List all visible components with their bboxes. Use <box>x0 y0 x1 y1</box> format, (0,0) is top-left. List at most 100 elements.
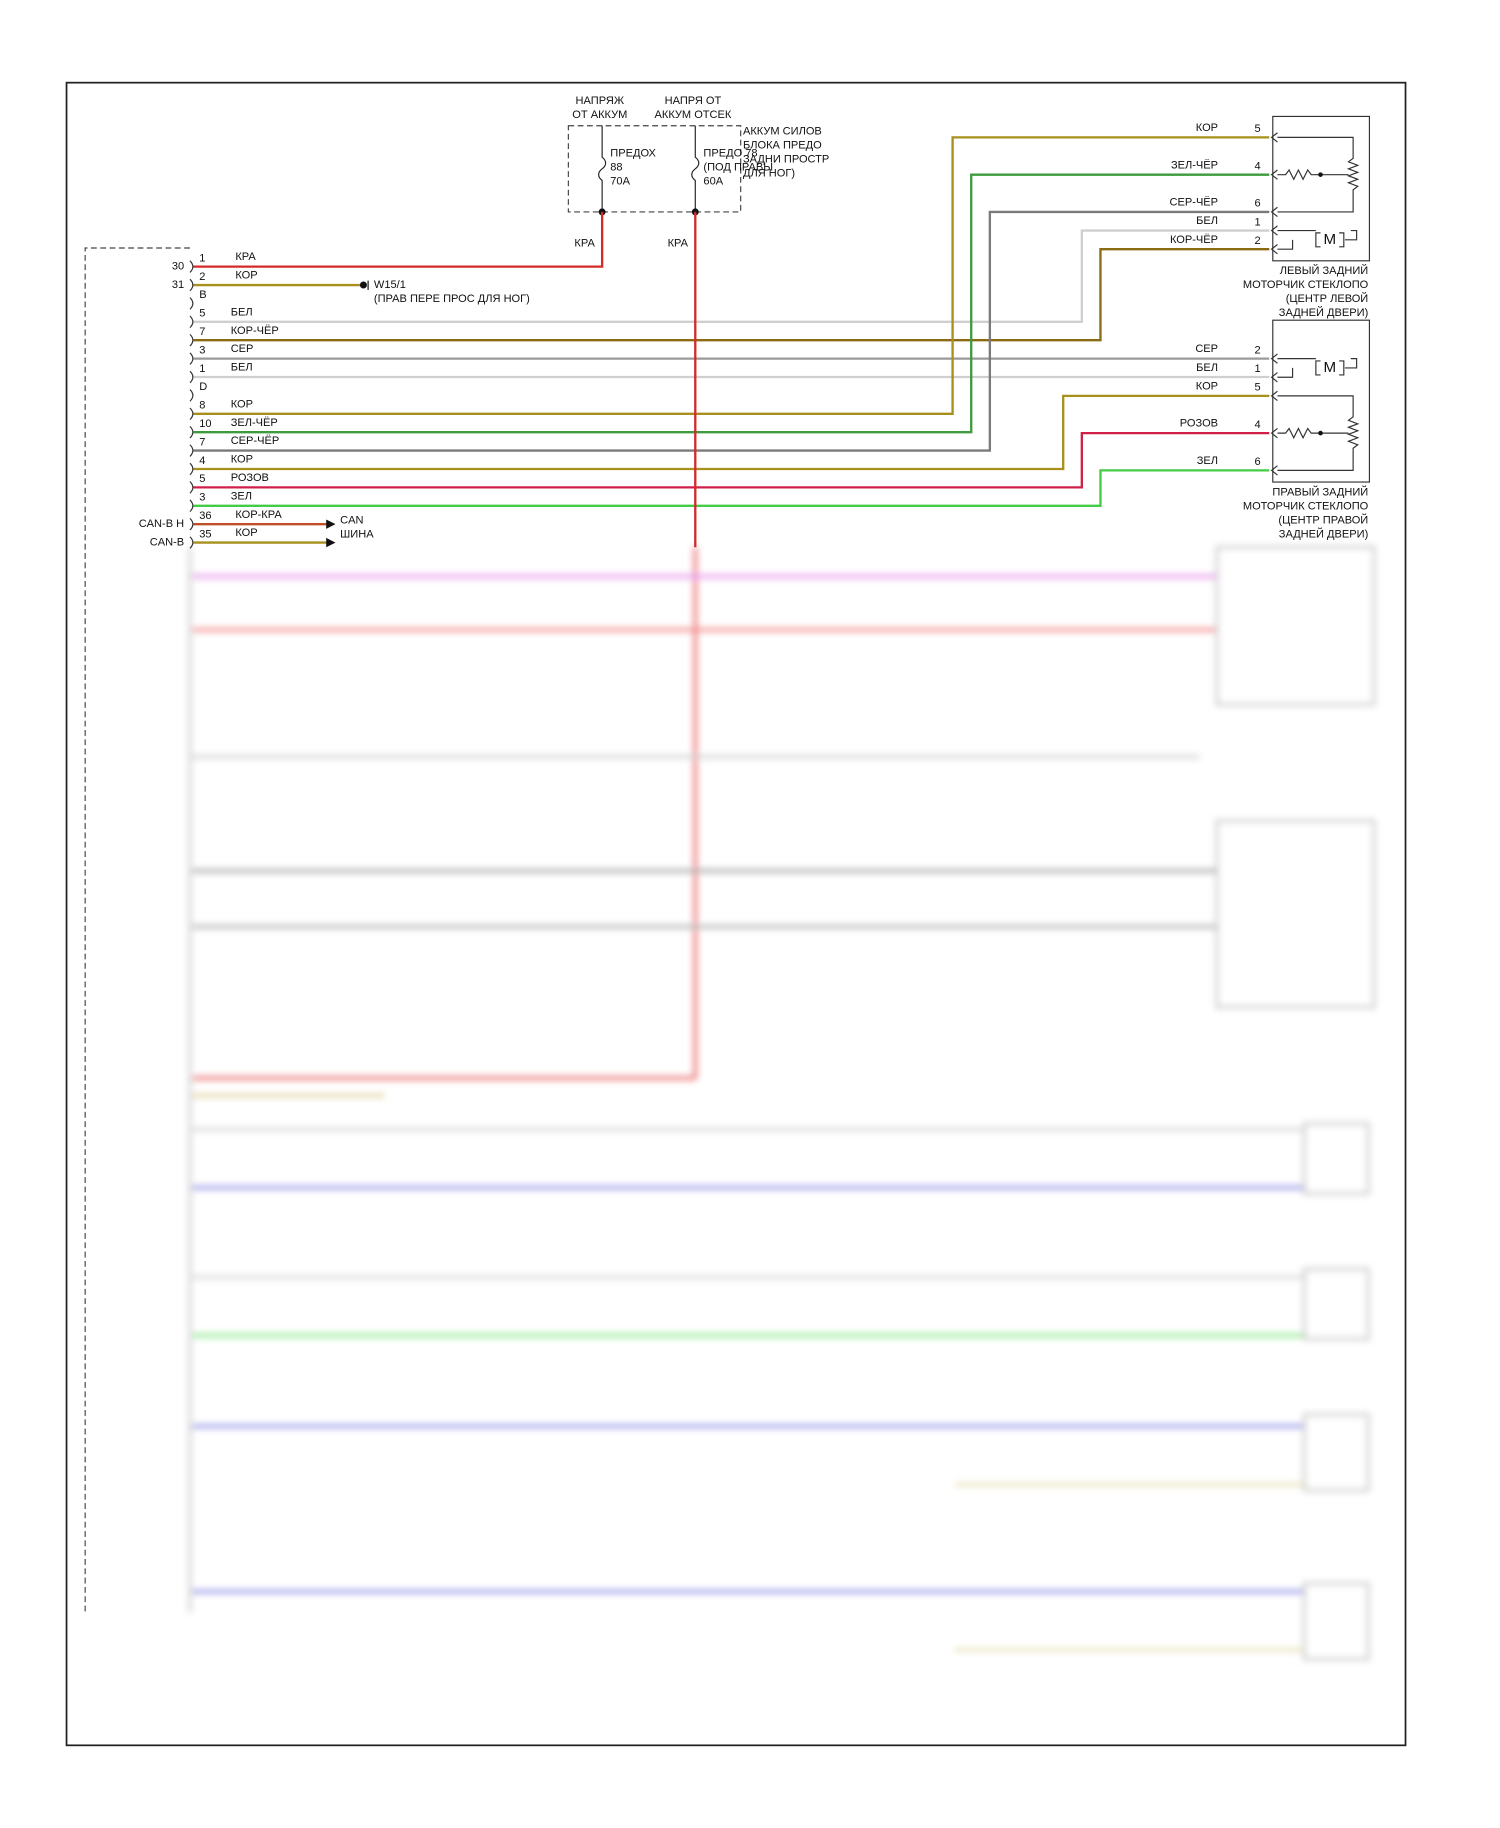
pin-wire-label: ЗЕЛ-ЧЁР <box>1171 159 1218 171</box>
potentiometer <box>1277 136 1360 213</box>
supply-label: ОТ АККУМ <box>572 109 627 121</box>
ground-point <box>359 281 367 289</box>
component-name: ЗАДНЕЙ ДВЕРИ) <box>1279 527 1368 540</box>
outer-pin: CAN-В <box>150 537 184 549</box>
pin-contact <box>189 315 194 329</box>
pin-number: 6 <box>1255 456 1261 468</box>
wire-label: РОЗОВ <box>231 472 269 484</box>
wire-label: КОР <box>231 398 253 410</box>
wire <box>193 136 1270 415</box>
wire <box>193 173 1270 434</box>
wire-label: КОР <box>235 270 257 282</box>
motor-symbol: M <box>1324 359 1337 376</box>
pin-number: 1 <box>1255 216 1261 228</box>
wire-label: БЕЛ <box>231 306 253 318</box>
fuse-box <box>567 125 742 213</box>
pin-number: D <box>199 381 207 393</box>
pin-contact <box>1270 225 1278 236</box>
supply-label: НАПРЯ ОТ <box>665 95 722 107</box>
wire-label: КРА <box>574 237 595 249</box>
fuse-box-label: АККУМ СИЛОВ <box>743 125 822 137</box>
pin-number: 2 <box>199 271 205 283</box>
pin-contact <box>1270 244 1278 255</box>
pin-wire-label: РОЗОВ <box>1180 418 1218 430</box>
pin-number: 5 <box>1255 382 1261 394</box>
pin-contact <box>189 389 194 402</box>
pin-number: 6 <box>1255 198 1261 210</box>
supply-label: АККУМ ОТСЕК <box>655 109 732 121</box>
pin-contact <box>189 444 194 457</box>
pin-wire-label: БЕЛ <box>1196 215 1218 227</box>
pin-wire-label: КОР <box>1196 122 1218 134</box>
motor-wire <box>1277 358 1358 378</box>
supply-label: НАПРЯЖ <box>576 95 625 107</box>
arrow <box>326 519 336 529</box>
pin-contact <box>1270 353 1278 364</box>
pin-number: 1 <box>1255 363 1261 375</box>
pin-contact <box>1270 169 1278 180</box>
pin-number: 35 <box>199 528 211 540</box>
component-name: МОТОРЧИК СТЕКЛОПО <box>1243 279 1369 291</box>
pin-number: 4 <box>199 455 205 467</box>
ground-location: (ПРАВ ПЕРЕ ПРОС ДЛЯ НОГ) <box>374 293 530 305</box>
pin-contact <box>189 517 194 531</box>
fuse-label: ПРЕДО 78 <box>703 148 757 160</box>
ground-id: W15/1 <box>374 279 406 291</box>
pin-number: 1 <box>199 363 205 375</box>
pin-wire-label: КОР-ЧЁР <box>1170 234 1218 246</box>
wire-label: ЗЕЛ-ЧЁР <box>231 417 278 429</box>
pin-wire-label: СЕР-ЧЁР <box>1170 197 1219 209</box>
pin-number: 1 <box>199 252 205 264</box>
fuse-symbol <box>691 125 700 212</box>
wire <box>193 210 1270 452</box>
component-name: ЛЕВЫЙ ЗАДНИЙ <box>1280 264 1369 277</box>
wire-label: ЗЕЛ <box>231 490 252 502</box>
pin-contact <box>1270 465 1278 476</box>
component-name: МОТОРЧИК СТЕКЛОПО <box>1243 500 1369 512</box>
pin-contact <box>189 297 194 310</box>
pin-contact <box>1270 206 1278 218</box>
fuse-label: 60А <box>703 176 723 188</box>
pin-contact <box>189 407 194 421</box>
fuse-label: 88 <box>610 162 622 174</box>
wire-label: КРА <box>668 237 689 249</box>
wire <box>193 469 1270 507</box>
pin-contact <box>189 278 194 292</box>
wire <box>193 229 1270 323</box>
pin-wire-label: СЕР <box>1195 343 1218 355</box>
fuse-box-label: ЗАДНИ ПРОСТР <box>743 153 829 165</box>
pot-wiper <box>1318 430 1323 436</box>
wire-label: КРА <box>235 251 256 263</box>
wire-label: КОР-КРА <box>235 509 282 521</box>
wire-label: БЕЛ <box>231 362 253 374</box>
pin-number: 36 <box>199 510 211 522</box>
pin-number: 7 <box>199 326 205 338</box>
pin-number: 8 <box>199 400 205 412</box>
arrow <box>326 537 336 548</box>
fuse-box-label: БЛОКА ПРЕДО <box>743 139 822 151</box>
pin-number: 7 <box>199 436 205 448</box>
wire <box>193 211 604 268</box>
pin-number: 3 <box>199 344 205 356</box>
pin-number: 10 <box>199 418 211 430</box>
pin-contact <box>189 370 194 384</box>
can-label: CAN <box>340 514 363 526</box>
outer-pin: CAN-В Н <box>139 518 184 530</box>
pin-wire-label: ЗЕЛ <box>1197 455 1218 467</box>
motor-bracket <box>1315 360 1345 376</box>
pin-number: 5 <box>199 308 205 320</box>
fuse-symbol <box>598 125 607 212</box>
wire-label: КОР-ЧЁР <box>231 325 279 337</box>
pin-number: 3 <box>199 492 205 504</box>
component-name: (ЦЕНТР ЛЕВОЙ <box>1286 292 1369 305</box>
pin-wire-label: БЕЛ <box>1196 362 1218 374</box>
pin-contact <box>189 462 194 476</box>
potentiometer <box>1277 395 1360 471</box>
motor-symbol: M <box>1324 231 1337 248</box>
pin-contact <box>1270 428 1278 439</box>
outer-pin: 31 <box>172 279 184 291</box>
pin-number: B <box>199 289 206 301</box>
component-name: ПРАВЫЙ ЗАДНИЙ <box>1272 485 1368 498</box>
pin-number: 2 <box>1255 235 1261 247</box>
